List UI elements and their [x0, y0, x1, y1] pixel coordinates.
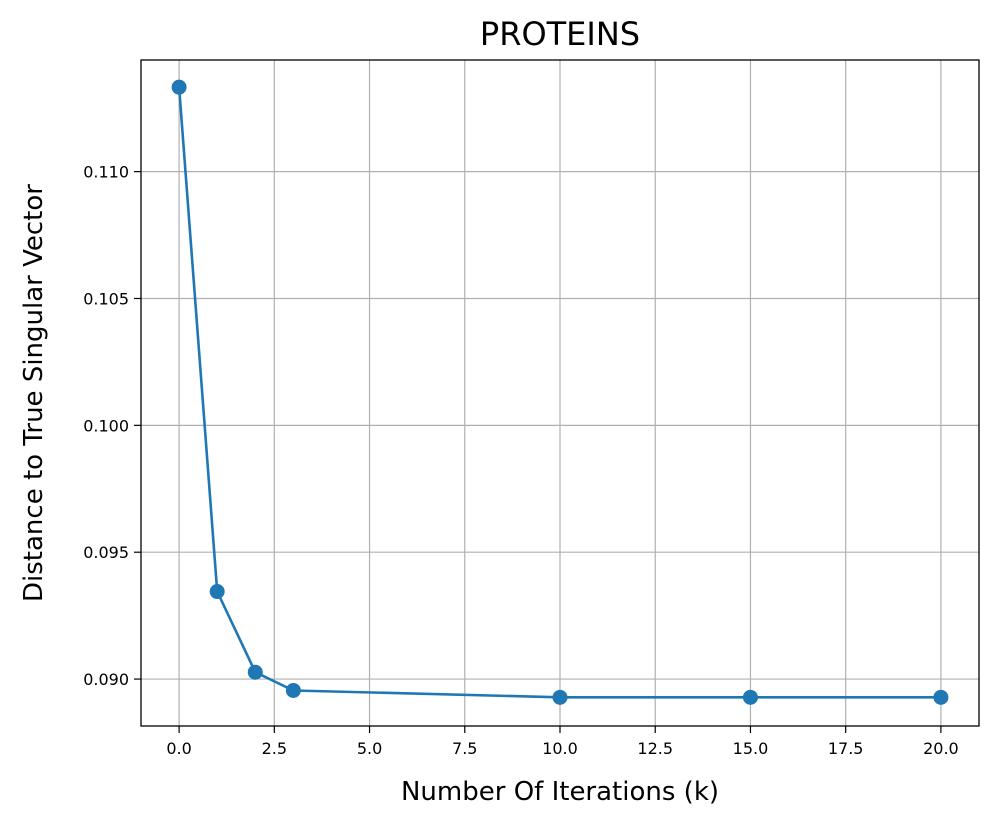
y-tick-label: 0.095	[83, 543, 129, 562]
x-tick-label: 15.0	[733, 739, 769, 758]
grid	[141, 60, 979, 726]
x-tick-label: 7.5	[452, 739, 477, 758]
y-axis-label: Distance to True Singular Vector	[19, 184, 49, 602]
x-tick-label: 12.5	[637, 739, 673, 758]
x-tick-label: 17.5	[828, 739, 864, 758]
data-point	[285, 682, 301, 698]
chart-title: PROTEINS	[480, 15, 640, 53]
x-axis-ticks: 0.0 2.5 5.0 7.5 10.0 12.5 15.0 17.5 20.0	[166, 726, 959, 758]
x-tick-label: 20.0	[923, 739, 959, 758]
data-point	[171, 79, 187, 95]
data-point	[742, 689, 758, 705]
x-tick-label: 2.5	[262, 739, 287, 758]
series-layer	[171, 79, 949, 705]
y-tick-label: 0.105	[83, 289, 129, 308]
data-point	[247, 664, 263, 680]
data-point	[933, 689, 949, 705]
y-axis-ticks: 0.090 0.095 0.100 0.105 0.110	[83, 163, 141, 689]
y-tick-label: 0.110	[83, 163, 129, 182]
data-point	[209, 584, 225, 600]
y-tick-label: 0.100	[83, 416, 129, 435]
x-tick-label: 5.0	[357, 739, 382, 758]
y-tick-label: 0.090	[83, 670, 129, 689]
data-point	[552, 689, 568, 705]
x-tick-label: 0.0	[166, 739, 191, 758]
x-axis-label: Number Of Iterations (k)	[401, 777, 719, 807]
x-tick-label: 10.0	[542, 739, 578, 758]
